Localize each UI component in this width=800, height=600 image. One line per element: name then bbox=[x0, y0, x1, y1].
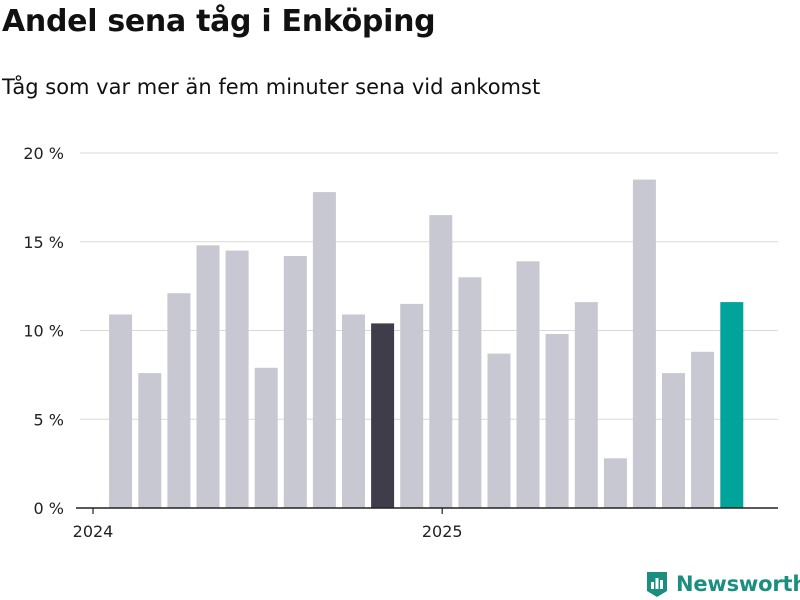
chart-subtitle: Tåg som var mer än fem minuter sena vid … bbox=[2, 75, 541, 99]
bar-2025-02 bbox=[458, 277, 482, 509]
bar-2025-09 bbox=[662, 373, 685, 508]
x-tick-label: 2024 bbox=[73, 522, 114, 541]
bar-2024-03 bbox=[138, 373, 162, 508]
bar-2025-07 bbox=[603, 458, 627, 508]
bar-2025-04 bbox=[516, 261, 540, 508]
bar-2025-01 bbox=[429, 215, 453, 508]
bar-2025-10 bbox=[691, 351, 715, 508]
bar-2025-05 bbox=[545, 334, 569, 508]
bar-chart: 0 % 5 % 10 % 15 % 20 % 2024 2025 bbox=[23, 144, 778, 541]
bar-2025-08 bbox=[632, 179, 656, 508]
bar-2025-06 bbox=[574, 302, 598, 508]
y-tick-label: 0 % bbox=[34, 499, 64, 518]
bar-2024-04 bbox=[167, 293, 191, 508]
bar-2024-07 bbox=[254, 367, 278, 508]
brand-name: Newsworthy bbox=[676, 572, 800, 596]
y-tick-label: 5 % bbox=[34, 410, 64, 429]
x-tick-label: 2025 bbox=[422, 522, 463, 541]
y-tick-label: 20 % bbox=[23, 144, 64, 163]
bar-2024-09 bbox=[312, 192, 336, 508]
y-tick-label: 15 % bbox=[23, 233, 64, 252]
bar-2024-12 bbox=[400, 303, 424, 508]
chart-title: Andel sena tåg i Enköping bbox=[2, 4, 436, 39]
newsworthy-logo-icon bbox=[647, 572, 667, 597]
y-tick-label: 10 % bbox=[23, 322, 64, 341]
bar-2024-10 bbox=[342, 314, 365, 508]
bar-2025-03 bbox=[487, 353, 511, 508]
bar-2024-05 bbox=[196, 245, 220, 509]
bar-2024-02 bbox=[109, 314, 133, 508]
bar-2025-11 bbox=[720, 302, 744, 508]
brand: Newsworthy bbox=[645, 568, 800, 600]
bar-2024-11 bbox=[371, 323, 395, 508]
bar-2024-06 bbox=[225, 250, 249, 508]
bar-2024-08 bbox=[283, 256, 307, 508]
